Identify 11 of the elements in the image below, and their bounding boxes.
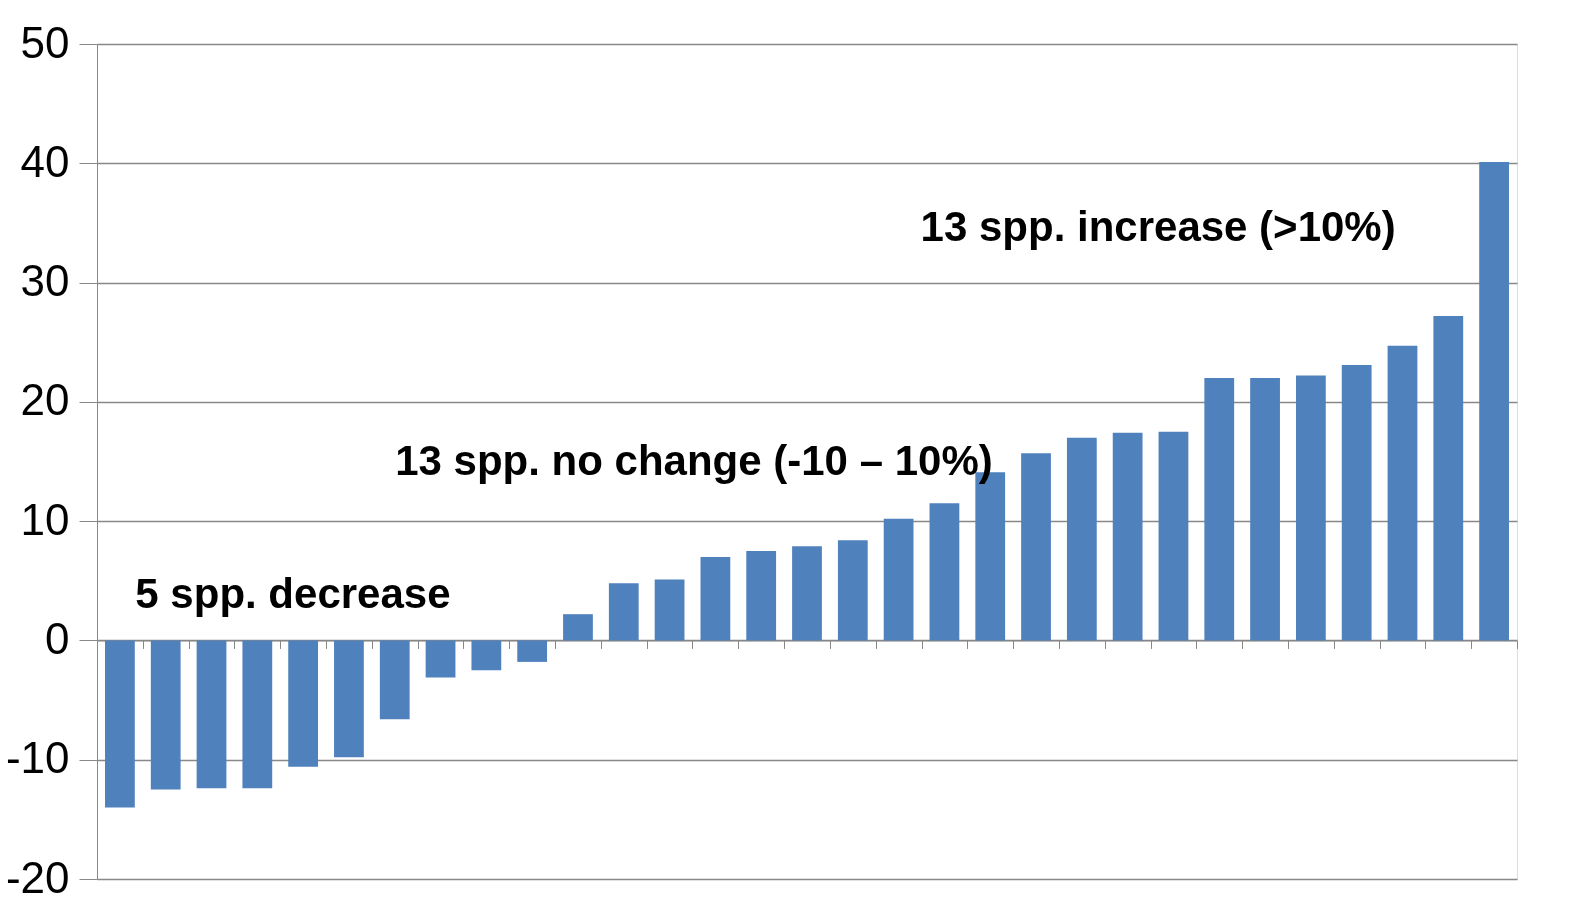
y-tick-label: 20 bbox=[20, 375, 70, 425]
y-tick-label: 10 bbox=[20, 494, 70, 544]
y-tick-label: 40 bbox=[20, 136, 70, 186]
y-tick-label: 50 bbox=[20, 17, 70, 67]
y-tick-label: -20 bbox=[5, 852, 70, 902]
annotation: 13 spp. increase (>10%) bbox=[920, 202, 1396, 250]
annotation: 5 spp. decrease bbox=[135, 570, 451, 618]
y-tick-label: 30 bbox=[20, 256, 70, 306]
y-tick-label: -10 bbox=[5, 733, 70, 783]
y-tick-label: 0 bbox=[45, 613, 70, 663]
annotation: 13 spp. no change (-10 – 10%) bbox=[395, 436, 993, 484]
